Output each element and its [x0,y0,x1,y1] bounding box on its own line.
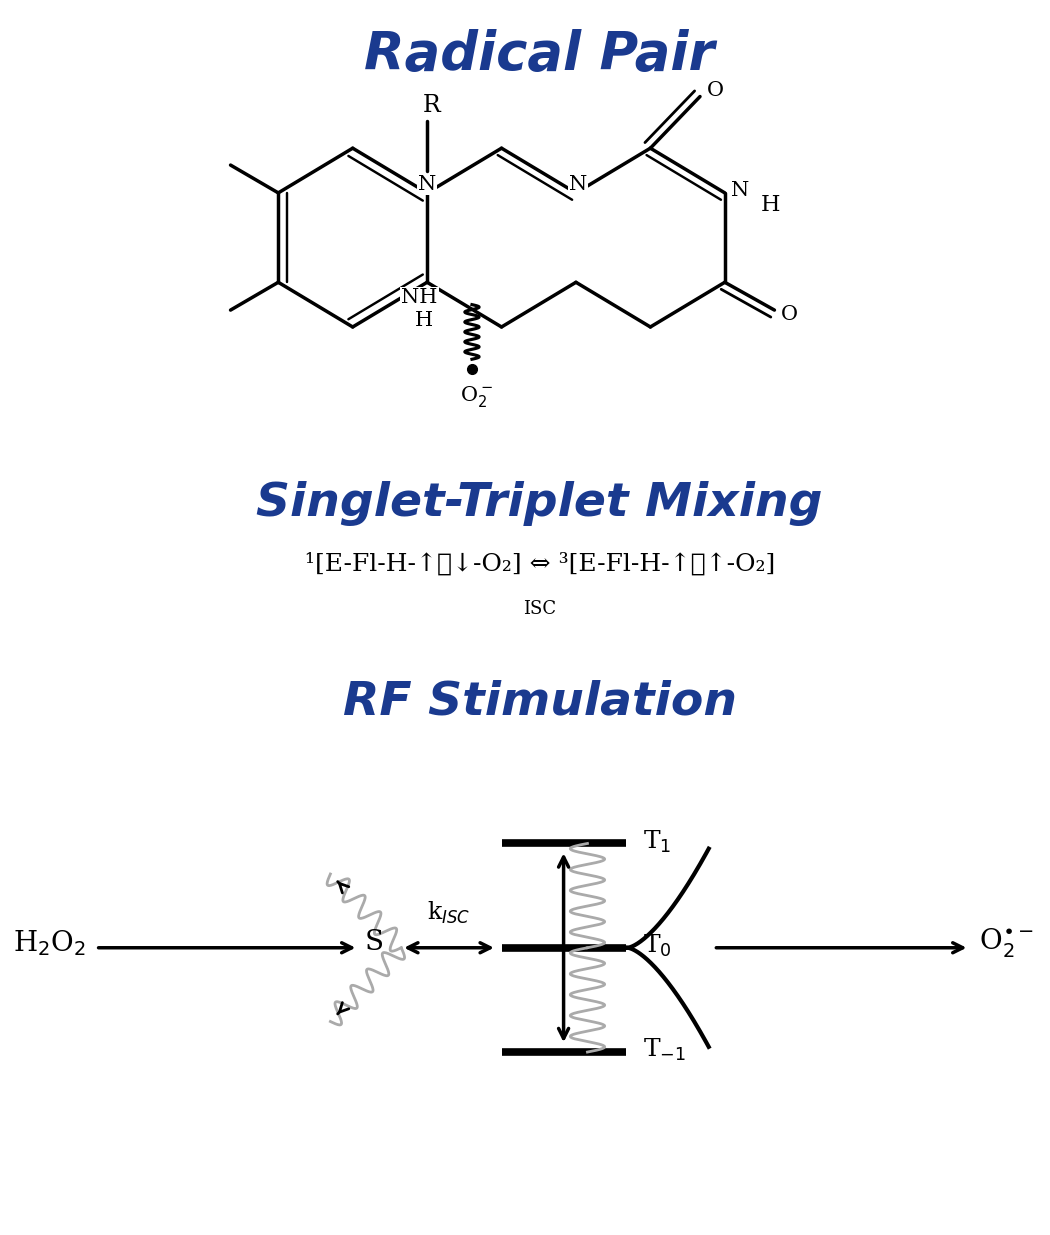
Text: T$_1$: T$_1$ [643,829,671,855]
Text: T$_{-1}$: T$_{-1}$ [643,1037,686,1063]
Text: S: S [365,929,384,956]
Text: T$_0$: T$_0$ [643,932,672,958]
Text: N: N [731,182,750,200]
Text: R: R [423,94,441,117]
Text: N: N [569,175,587,194]
Text: O$_2^{\bullet-}$: O$_2^{\bullet-}$ [979,926,1034,960]
Text: O$_2^-$: O$_2^-$ [460,384,493,409]
Text: N: N [418,175,436,194]
Text: H$_2$O$_2$: H$_2$O$_2$ [14,927,86,957]
Text: k$_{ISC}$: k$_{ISC}$ [427,900,470,926]
Text: Singlet-Triplet Mixing: Singlet-Triplet Mixing [256,480,823,526]
Text: H: H [761,194,780,216]
Text: ¹[E-Fl-H-↑⋯↓-O₂] ⇔ ³[E-Fl-H-↑⋯↑-O₂]: ¹[E-Fl-H-↑⋯↓-O₂] ⇔ ³[E-Fl-H-↑⋯↑-O₂] [304,552,775,576]
Text: O: O [781,305,798,324]
Text: H: H [415,310,434,330]
Text: O: O [707,82,723,100]
Text: Radical Pair: Radical Pair [364,28,715,82]
Text: RF Stimulation: RF Stimulation [342,679,737,725]
Text: NH: NH [401,288,438,306]
Text: ISC: ISC [523,600,556,619]
